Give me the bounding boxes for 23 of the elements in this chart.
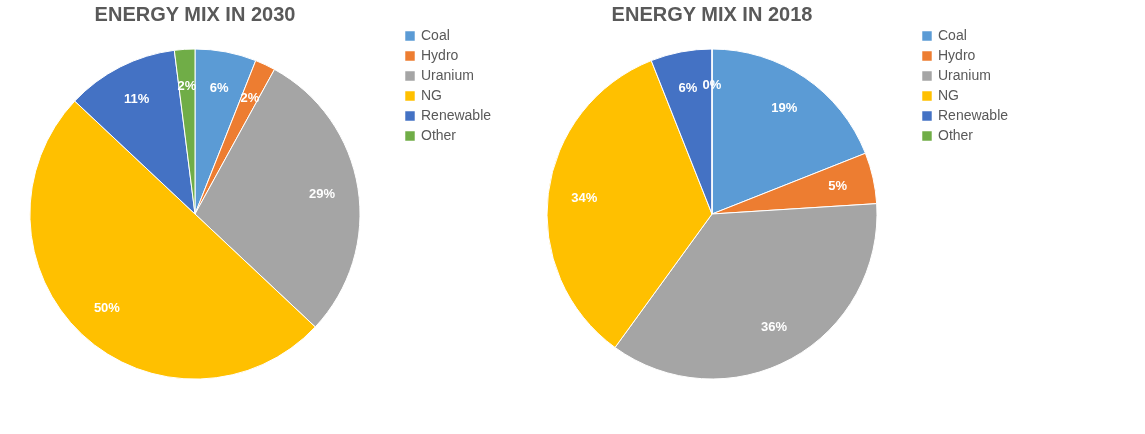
data-label: 34% (571, 189, 598, 205)
legend-label: Renewable (938, 107, 1009, 123)
data-label: 29% (309, 185, 336, 201)
data-label: 50% (93, 299, 121, 315)
legend-label: Coal (938, 27, 967, 43)
legend-label: Hydro (421, 47, 459, 63)
data-label: 6% (678, 79, 698, 95)
data-label: 19% (771, 99, 798, 115)
legend-label: Uranium (421, 67, 474, 83)
data-label: 6% (209, 79, 229, 95)
legend-label: NG (421, 87, 442, 103)
data-label: 11% (123, 91, 150, 107)
legend-label: Other (938, 127, 974, 143)
chart-title: ENERGY MIX IN 2018 (611, 3, 813, 25)
legend-label: Uranium (938, 67, 991, 83)
legend-label: Hydro (938, 47, 976, 63)
legend-label: Renewable (421, 107, 492, 123)
legend-label: Coal (421, 27, 450, 43)
legend-label: Other (421, 127, 457, 143)
data-label: 5% (828, 177, 848, 193)
legend-label: NG (938, 87, 959, 103)
data-label: 36% (760, 318, 788, 334)
chart-title: ENERGY MIX IN 2030 (94, 3, 296, 25)
